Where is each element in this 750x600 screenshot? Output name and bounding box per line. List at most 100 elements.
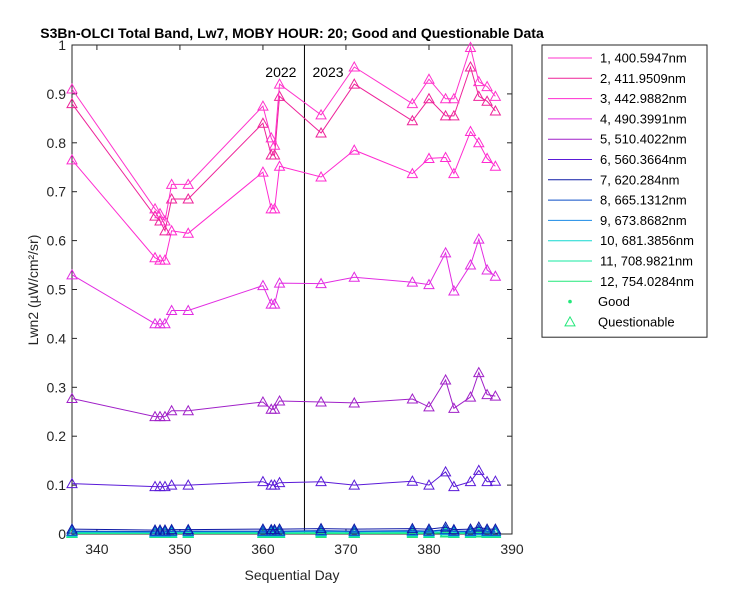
data-point — [268, 148, 281, 160]
data-point — [273, 476, 286, 488]
data-point — [182, 227, 195, 238]
legend-entry: 12, 754.0284nm — [600, 274, 694, 289]
x-tick-label: 390 — [500, 541, 524, 557]
data-point — [406, 114, 419, 126]
data-point — [472, 90, 485, 101]
legend-entry: 5, 510.4022nm — [600, 132, 687, 147]
data-point — [489, 523, 502, 534]
y-tick-label: 0.3 — [47, 379, 67, 395]
series-6 — [66, 464, 502, 492]
data-point — [66, 523, 78, 534]
data-point — [165, 525, 178, 536]
data-point — [423, 523, 435, 534]
data-point — [464, 525, 477, 536]
legend-marker-good — [568, 299, 572, 304]
y-tick-label: 0.2 — [47, 428, 67, 444]
data-point — [472, 366, 485, 378]
data-point — [423, 73, 435, 84]
data-point — [182, 304, 195, 316]
data-point — [423, 525, 435, 536]
legend-entry: 7, 620.284nm — [600, 172, 680, 187]
data-point — [423, 479, 435, 490]
data-point — [464, 60, 477, 72]
data-point — [472, 75, 485, 87]
data-point — [66, 477, 78, 489]
data-point — [182, 479, 195, 490]
data-point — [448, 523, 460, 535]
data-point — [315, 522, 327, 534]
x-axis-label: Sequential Day — [245, 567, 340, 583]
year-label-left: 2022 — [265, 64, 296, 80]
data-point — [315, 524, 327, 536]
data-point — [268, 479, 281, 490]
year-label-right: 2023 — [312, 64, 343, 80]
data-point — [439, 523, 452, 535]
data-point — [439, 151, 452, 162]
data-point — [66, 392, 78, 404]
data-point — [406, 97, 419, 109]
data-point — [66, 82, 78, 94]
plot-area: 340 350 360 370 380 390 0 0.1 0.2 0.3 0.4 0.5 0.6 0.7… — [47, 37, 524, 557]
data-point — [448, 167, 460, 179]
data-point — [439, 109, 452, 121]
data-point — [149, 202, 161, 214]
y-tick-label: 0.6 — [47, 233, 67, 249]
legend-entry: 10, 681.3856nm — [600, 233, 694, 248]
data-point — [481, 95, 493, 106]
data-point — [273, 525, 286, 536]
data-point — [159, 224, 171, 236]
data-point — [273, 78, 286, 89]
data-point — [159, 317, 171, 329]
data-point — [182, 193, 195, 204]
legend-entry: 2, 411.9509nm — [600, 71, 686, 86]
data-point — [348, 396, 361, 408]
data-point — [149, 251, 161, 263]
data-point — [406, 393, 419, 404]
data-point — [165, 479, 178, 490]
y-tick-label: 0.8 — [47, 135, 67, 151]
legend-entry: 6, 560.3664nm — [600, 152, 687, 167]
data-point — [159, 410, 171, 422]
data-point — [439, 465, 452, 477]
data-point — [66, 525, 78, 536]
data-point — [165, 304, 178, 316]
data-point — [448, 480, 460, 492]
data-point — [448, 109, 460, 121]
legend-entry: 9, 673.8682nm — [600, 213, 687, 228]
chart-title: S3Bn-OLCI Total Band, Lw7, MOBY HOUR: 20… — [40, 25, 544, 41]
data-point — [165, 523, 178, 535]
data-point — [165, 224, 178, 236]
legend-entry: 8, 665.1312nm — [600, 193, 687, 208]
data-point — [273, 160, 286, 171]
series-line — [71, 371, 496, 418]
y-tick-label: 0.7 — [47, 184, 67, 200]
y-tick-label: 0.4 — [47, 330, 67, 346]
data-point — [315, 277, 327, 289]
data-point — [406, 524, 419, 536]
data-point — [268, 139, 281, 150]
data-point — [257, 117, 269, 128]
data-point — [481, 523, 493, 534]
data-point — [489, 390, 502, 401]
data-point — [268, 403, 281, 414]
data-point — [439, 246, 452, 258]
data-point — [182, 523, 195, 535]
data-point — [464, 259, 477, 270]
data-point — [159, 254, 171, 265]
data-point — [423, 400, 435, 412]
data-point — [472, 233, 485, 244]
series-4 — [66, 233, 502, 329]
data-point — [273, 277, 286, 288]
x-tick-label: 370 — [334, 541, 358, 557]
legend-entry: Questionable — [598, 314, 675, 329]
data-point — [464, 523, 477, 534]
data-point — [464, 125, 477, 137]
data-point — [481, 80, 493, 92]
data-point — [348, 60, 361, 72]
data-point — [315, 126, 327, 138]
data-point — [472, 136, 485, 148]
data-point — [472, 521, 485, 532]
data-point — [315, 475, 327, 487]
data-point — [268, 202, 281, 214]
data-point — [489, 270, 502, 281]
